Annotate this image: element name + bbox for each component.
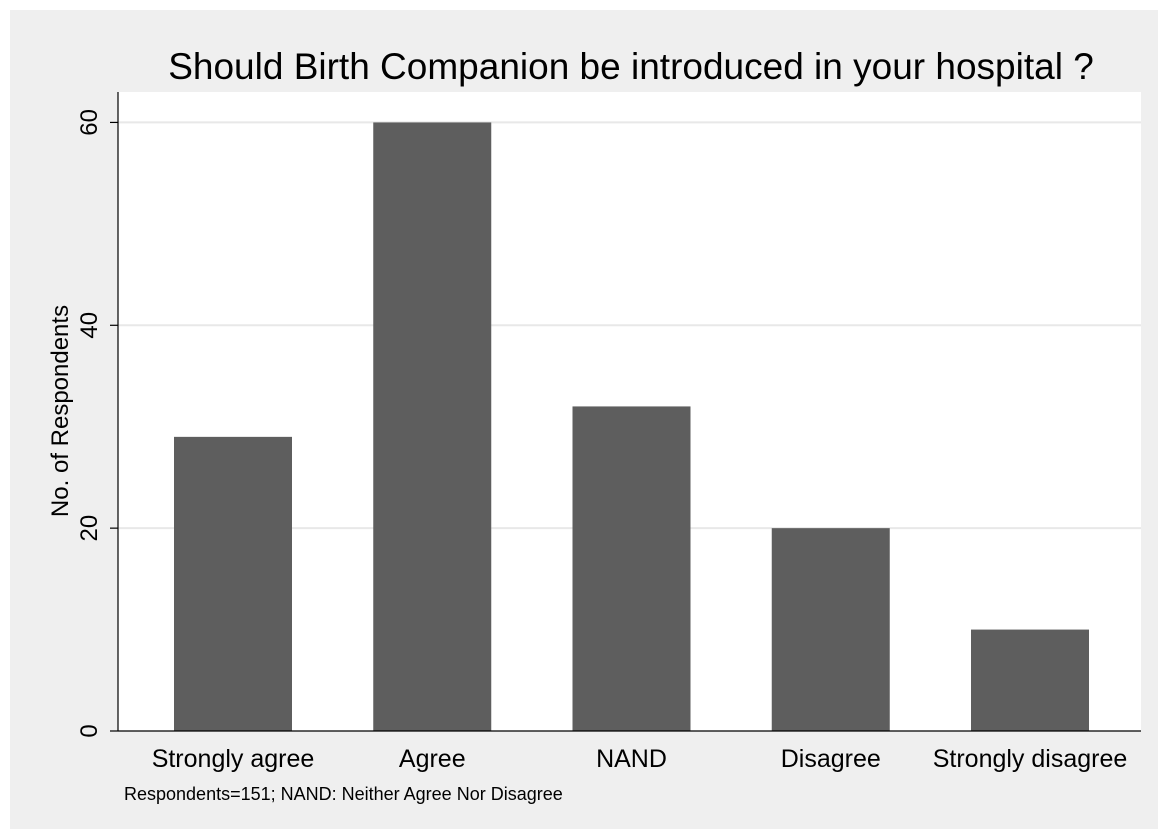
y-tick-label: 20 [76,515,103,542]
bar [771,528,890,731]
x-category-label: Strongly agree [152,745,315,773]
bar [971,629,1089,731]
bar [572,406,691,731]
x-category-label: Agree [399,745,466,773]
x-category-label: NAND [596,745,667,773]
chart-note: Respondents=151; NAND: Neither Agree Nor… [124,784,563,804]
y-tick-label: 40 [76,312,103,339]
y-tick-label: 60 [76,109,103,136]
x-category-label: Disagree [781,745,881,773]
y-axis-ticks: 0 20 40 60 [76,109,118,738]
chart-title: Should Birth Companion be introduced in … [168,46,1094,87]
x-category-label: Strongly disagree [933,745,1128,773]
y-tick-label: 0 [76,724,103,737]
bars [174,122,1089,731]
bar [174,436,292,731]
x-axis-labels: Strongly agree Agree NAND Disagree Strongly … [152,745,1128,773]
y-axis-title: No. of Respondents [47,305,74,517]
bar [373,122,492,731]
